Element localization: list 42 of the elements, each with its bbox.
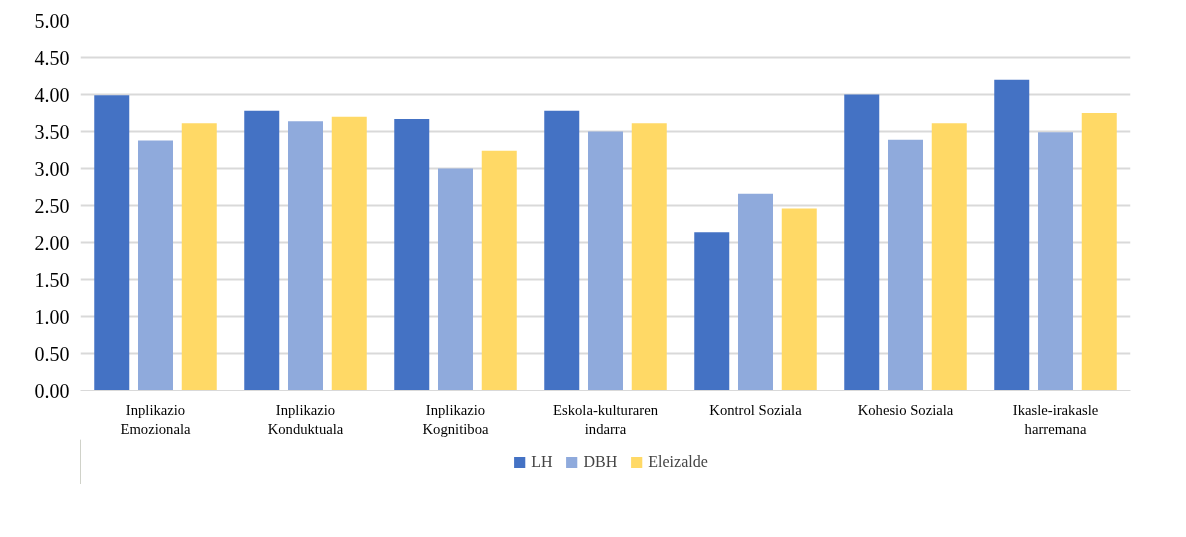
bar (331, 116, 367, 391)
bar (94, 95, 130, 391)
bar (181, 123, 217, 391)
bar (438, 168, 473, 391)
y-tick-label: 2.00 (34, 231, 70, 254)
bar (1038, 132, 1073, 391)
bar (288, 121, 323, 391)
y-tick-label: 3.50 (34, 120, 70, 143)
y-tick-label: 2.50 (34, 194, 70, 217)
bar (931, 123, 967, 391)
y-tick-label: 4.00 (34, 83, 70, 106)
y-tick-label: 0.00 (34, 379, 70, 402)
bar (631, 123, 667, 391)
bar (544, 110, 580, 391)
bar (694, 232, 730, 391)
y-tick-label: 1.50 (34, 268, 70, 291)
bar (481, 150, 517, 391)
bar (394, 118, 430, 391)
bar (781, 208, 817, 391)
bar (994, 79, 1030, 391)
y-tick-label: 0.50 (34, 342, 70, 365)
bar (1081, 113, 1117, 391)
x-tick-label: Inplikazio Kognitiboa (422, 401, 489, 437)
bar (844, 94, 880, 391)
y-tick-label: 3.00 (34, 157, 70, 180)
bar (588, 131, 623, 391)
x-tick-label: Inplikazio Emozionala (120, 401, 191, 437)
bar (244, 110, 280, 391)
legend-label: Eleizalde (648, 452, 708, 471)
legend-label: DBH (583, 452, 618, 471)
x-tick-label: Ikasle-irakasle harremana (1012, 401, 1099, 437)
y-tick-label: 5.00 (34, 9, 70, 32)
legend-label: LH (531, 452, 553, 471)
bar (888, 139, 923, 391)
bar (738, 193, 773, 391)
y-tick-label: 1.00 (34, 305, 70, 328)
x-tick-label: Inplikazio Konduktuala (267, 401, 344, 437)
bar (138, 140, 173, 391)
y-tick-label: 4.50 (34, 46, 70, 69)
x-tick-label: Kohesio Soziala (857, 401, 954, 418)
x-tick-label: Eskola-kulturaren indarra (553, 401, 659, 437)
x-tick-label: Kontrol Soziala (709, 401, 803, 418)
